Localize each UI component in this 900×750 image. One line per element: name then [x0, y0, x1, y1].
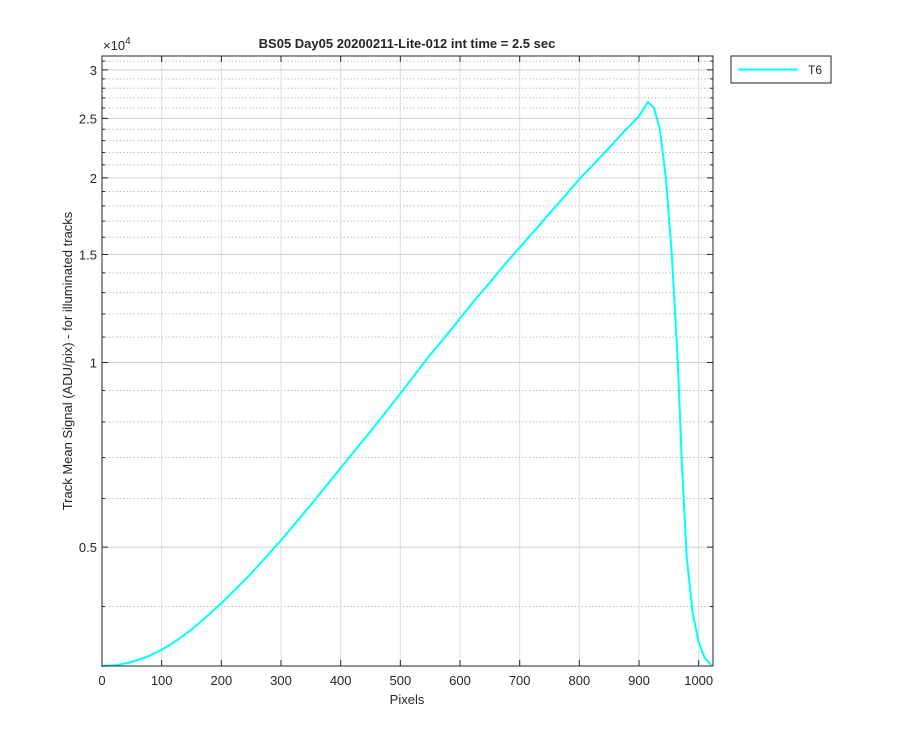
minor-grid: [102, 60, 713, 608]
y-axis-label: Track Mean Signal (ADU/pix) - for illumi…: [60, 211, 75, 510]
plot-area: [101, 55, 714, 667]
series-layer: [101, 100, 712, 667]
x-tick-labels: 0 100 200 300 400 500 600 700 800 900 1000: [98, 673, 713, 688]
y-tick-label: 2: [90, 171, 97, 186]
series-line-t6: [101, 100, 712, 667]
x-tick-label: 400: [330, 673, 352, 688]
y-tick-label: 1.5: [79, 247, 97, 262]
y-exponent-power: 4: [125, 36, 131, 47]
x-tick-label: 800: [568, 673, 590, 688]
y-tick-label: 3: [90, 63, 97, 78]
x-tick-label: 200: [210, 673, 232, 688]
y-tick-label: 1: [90, 355, 97, 370]
chart-title: BS05 Day05 20200211-Lite-012 int time = …: [259, 36, 556, 51]
y-exponent-base: ×10: [103, 38, 125, 53]
x-tick-label: 900: [628, 673, 650, 688]
x-tick-label: 0: [98, 673, 105, 688]
axes-background: [102, 56, 713, 666]
x-tick-label: 300: [270, 673, 292, 688]
x-axis-label: Pixels: [390, 692, 425, 707]
y-exponent-label: ×104: [103, 36, 131, 53]
legend[interactable]: T6: [730, 55, 832, 84]
x-tick-label: 700: [509, 673, 531, 688]
legend-label-t6: T6: [808, 63, 822, 77]
y-tick-label: 0.5: [79, 540, 97, 555]
axes-box: [101, 55, 714, 667]
x-tick-label: 600: [449, 673, 471, 688]
x-tick-label: 1000: [684, 673, 713, 688]
x-tick-label: 500: [389, 673, 411, 688]
y-tick-label: 2.5: [79, 111, 97, 126]
y-tick-labels: 0.5 1 1.5 2 2.5 3: [79, 63, 97, 555]
x-tick-label: 100: [151, 673, 173, 688]
